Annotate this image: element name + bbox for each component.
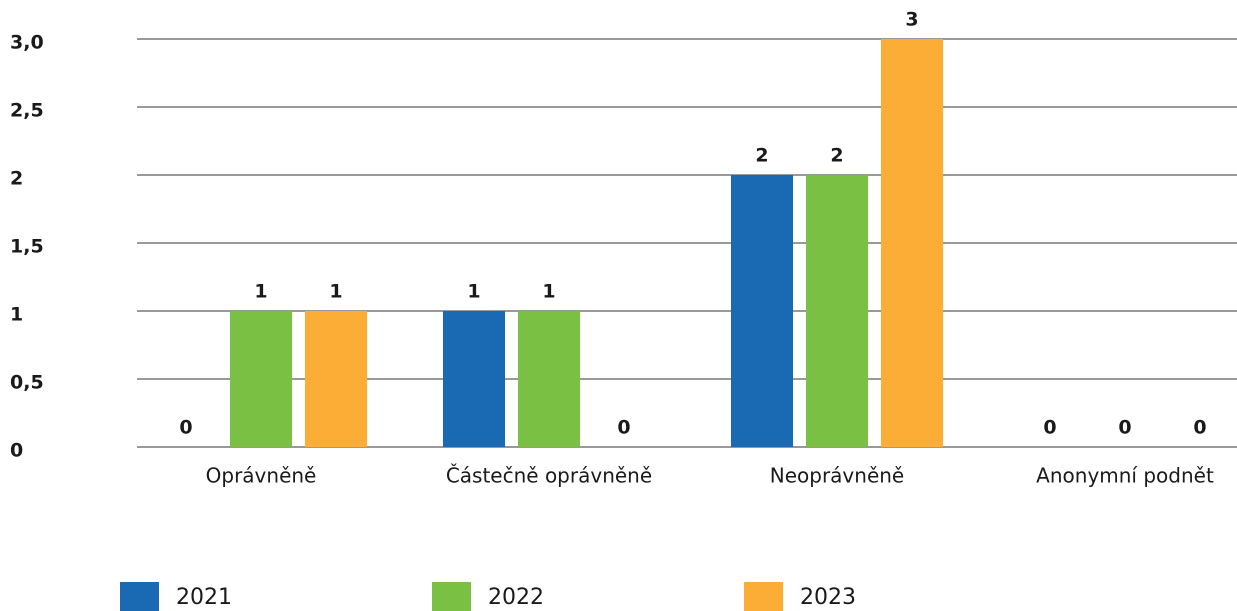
- y-tick-label: 2,5: [10, 100, 44, 122]
- y-tick-label: 3,0: [10, 32, 44, 54]
- bar: [518, 311, 580, 447]
- value-label: 0: [1043, 417, 1056, 439]
- value-label: 1: [542, 281, 555, 303]
- y-tick-label: 1: [10, 304, 23, 326]
- legend-swatch: [120, 582, 159, 611]
- legend-label: 2023: [800, 585, 856, 610]
- bar: [305, 311, 367, 447]
- x-tick-label: Oprávněně: [206, 464, 317, 488]
- bar: [443, 311, 505, 447]
- value-label: 0: [1193, 417, 1206, 439]
- value-label: 3: [905, 9, 918, 31]
- bar: [806, 175, 868, 447]
- y-tick-label: 1,5: [10, 236, 44, 258]
- value-label: 0: [1118, 417, 1131, 439]
- x-tick-label: Částečně oprávněně: [446, 464, 652, 488]
- value-label: 2: [830, 145, 843, 167]
- x-tick-label: Anonymní podnět: [1036, 464, 1214, 488]
- x-tick-label: Neoprávněně: [770, 464, 904, 488]
- value-label: 1: [329, 281, 342, 303]
- value-label: 0: [179, 417, 192, 439]
- y-tick-label: 0: [10, 440, 23, 462]
- value-label: 1: [467, 281, 480, 303]
- y-tick-label: 0,5: [10, 372, 44, 394]
- legend-swatch: [432, 582, 471, 611]
- bar: [230, 311, 292, 447]
- y-tick-label: 2: [10, 168, 23, 190]
- legend-label: 2022: [488, 585, 544, 610]
- legend-swatch: [744, 582, 783, 611]
- legend-label: 2021: [176, 585, 232, 610]
- value-label: 1: [254, 281, 267, 303]
- value-label: 2: [755, 145, 768, 167]
- value-label: 0: [617, 417, 630, 439]
- bar: [731, 175, 793, 447]
- bar: [881, 39, 943, 447]
